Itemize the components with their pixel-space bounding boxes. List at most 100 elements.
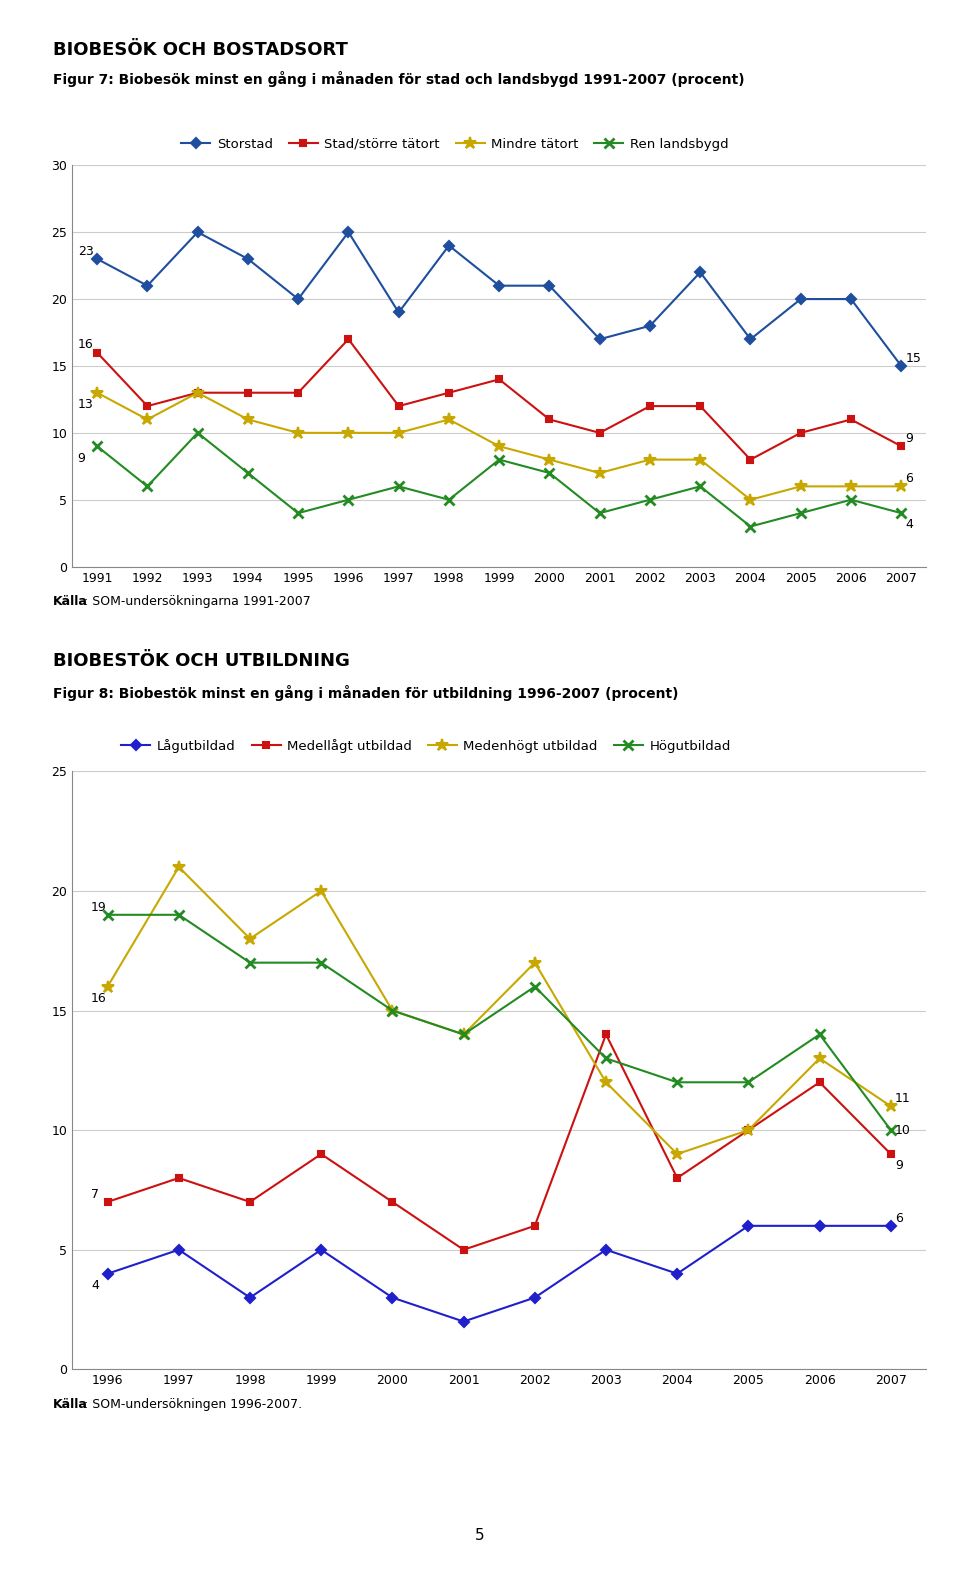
Stad/större tätort bbox=[694, 397, 706, 416]
Högutbildad bbox=[743, 1073, 755, 1092]
Mindre tätort bbox=[444, 409, 455, 428]
Lågutbildad bbox=[458, 1313, 469, 1332]
Storstad bbox=[91, 249, 103, 268]
Text: 16: 16 bbox=[91, 992, 107, 1004]
Ren landsbygd bbox=[594, 504, 606, 523]
Mindre tätort bbox=[896, 477, 907, 496]
Stad/större tätort bbox=[142, 397, 154, 416]
Medenhögt utbildad bbox=[387, 1001, 398, 1020]
Medenhögt utbildad bbox=[743, 1121, 755, 1140]
Stad/större tätort bbox=[745, 450, 756, 469]
Storstad bbox=[192, 222, 204, 241]
Lågutbildad bbox=[244, 1288, 255, 1306]
Ren landsbygd bbox=[543, 463, 555, 482]
Stad/större tätort bbox=[393, 397, 404, 416]
Medellågt utbildad bbox=[743, 1121, 755, 1140]
Ren landsbygd bbox=[242, 463, 253, 482]
Storstad bbox=[242, 249, 253, 268]
Mindre tätort bbox=[694, 450, 706, 469]
Text: 13: 13 bbox=[78, 398, 93, 411]
Ren landsbygd bbox=[694, 477, 706, 496]
Medellågt utbildad bbox=[814, 1073, 826, 1092]
Text: 7: 7 bbox=[91, 1188, 99, 1201]
Text: : SOM-undersökningarna 1991-2007: : SOM-undersökningarna 1991-2007 bbox=[84, 595, 310, 608]
Mindre tätort bbox=[242, 409, 253, 428]
Ren landsbygd bbox=[393, 477, 404, 496]
Ren landsbygd bbox=[795, 504, 806, 523]
Stad/större tätort bbox=[896, 436, 907, 456]
Lågutbildad bbox=[529, 1288, 540, 1306]
Storstad bbox=[142, 277, 154, 296]
Lågutbildad bbox=[600, 1240, 612, 1259]
Storstad bbox=[694, 263, 706, 282]
Lågutbildad bbox=[814, 1217, 826, 1236]
Ren landsbygd bbox=[142, 477, 154, 496]
Ren landsbygd bbox=[91, 436, 103, 456]
Medenhögt utbildad bbox=[600, 1073, 612, 1092]
Högutbildad bbox=[671, 1073, 683, 1092]
Ren landsbygd bbox=[644, 490, 656, 508]
Högutbildad bbox=[173, 905, 184, 924]
Line: Lågutbildad: Lågutbildad bbox=[104, 1223, 895, 1325]
Text: Källa: Källa bbox=[53, 1398, 87, 1410]
Medellågt utbildad bbox=[458, 1240, 469, 1259]
Ren landsbygd bbox=[293, 504, 304, 523]
Mindre tätort bbox=[91, 382, 103, 401]
Högutbildad bbox=[316, 954, 327, 973]
Medenhögt utbildad bbox=[529, 954, 540, 973]
Mindre tätort bbox=[142, 409, 154, 428]
Lågutbildad bbox=[885, 1217, 897, 1236]
Mindre tätort bbox=[745, 490, 756, 508]
Text: Figur 7: Biobesök minst en gång i månaden för stad och landsbygd 1991-2007 (proc: Figur 7: Biobesök minst en gång i månade… bbox=[53, 71, 744, 87]
Stad/större tätort bbox=[192, 382, 204, 401]
Mindre tätort bbox=[493, 436, 505, 456]
Medenhögt utbildad bbox=[671, 1144, 683, 1163]
Ren landsbygd bbox=[192, 423, 204, 442]
Högutbildad bbox=[387, 1001, 398, 1020]
Mindre tätort bbox=[293, 423, 304, 442]
Text: 4: 4 bbox=[91, 1280, 99, 1292]
Storstad bbox=[543, 277, 555, 296]
Lågutbildad bbox=[102, 1264, 113, 1283]
Storstad bbox=[293, 290, 304, 309]
Mindre tätort bbox=[845, 477, 856, 496]
Medellågt utbildad bbox=[600, 1025, 612, 1044]
Stad/större tätort bbox=[845, 409, 856, 428]
Ren landsbygd bbox=[493, 450, 505, 469]
Medenhögt utbildad bbox=[244, 929, 255, 948]
Medenhögt utbildad bbox=[102, 977, 113, 996]
Medellågt utbildad bbox=[671, 1168, 683, 1187]
Medellågt utbildad bbox=[885, 1144, 897, 1163]
Högutbildad bbox=[529, 977, 540, 996]
Ren landsbygd bbox=[896, 504, 907, 523]
Stad/större tätort bbox=[493, 370, 505, 389]
Mindre tätort bbox=[192, 382, 204, 401]
Lågutbildad bbox=[743, 1217, 755, 1236]
Storstad bbox=[795, 290, 806, 309]
Mindre tätort bbox=[795, 477, 806, 496]
Medenhögt utbildad bbox=[458, 1025, 469, 1044]
Mindre tätort bbox=[644, 450, 656, 469]
Text: : SOM-undersökningen 1996-2007.: : SOM-undersökningen 1996-2007. bbox=[84, 1398, 301, 1410]
Text: 10: 10 bbox=[895, 1124, 911, 1138]
Högutbildad bbox=[814, 1025, 826, 1044]
Line: Högutbildad: Högutbildad bbox=[103, 910, 896, 1135]
Ren landsbygd bbox=[745, 516, 756, 535]
Högutbildad bbox=[458, 1025, 469, 1044]
Mindre tätort bbox=[343, 423, 354, 442]
Line: Medenhögt utbildad: Medenhögt utbildad bbox=[102, 861, 897, 1160]
Högutbildad bbox=[885, 1121, 897, 1140]
Text: 6: 6 bbox=[905, 472, 913, 485]
Medellågt utbildad bbox=[316, 1144, 327, 1163]
Lågutbildad bbox=[387, 1288, 398, 1306]
Text: 23: 23 bbox=[78, 244, 93, 258]
Line: Stad/större tätort: Stad/större tätort bbox=[94, 335, 904, 463]
Legend: Lågutbildad, Medellågt utbildad, Medenhögt utbildad, Högutbildad: Lågutbildad, Medellågt utbildad, Medenhö… bbox=[121, 738, 731, 752]
Medenhögt utbildad bbox=[173, 858, 184, 877]
Medenhögt utbildad bbox=[316, 881, 327, 900]
Text: 5: 5 bbox=[475, 1527, 485, 1543]
Text: 9: 9 bbox=[78, 452, 85, 464]
Line: Storstad: Storstad bbox=[94, 228, 904, 370]
Medellågt utbildad bbox=[529, 1217, 540, 1236]
Stad/större tätort bbox=[444, 382, 455, 401]
